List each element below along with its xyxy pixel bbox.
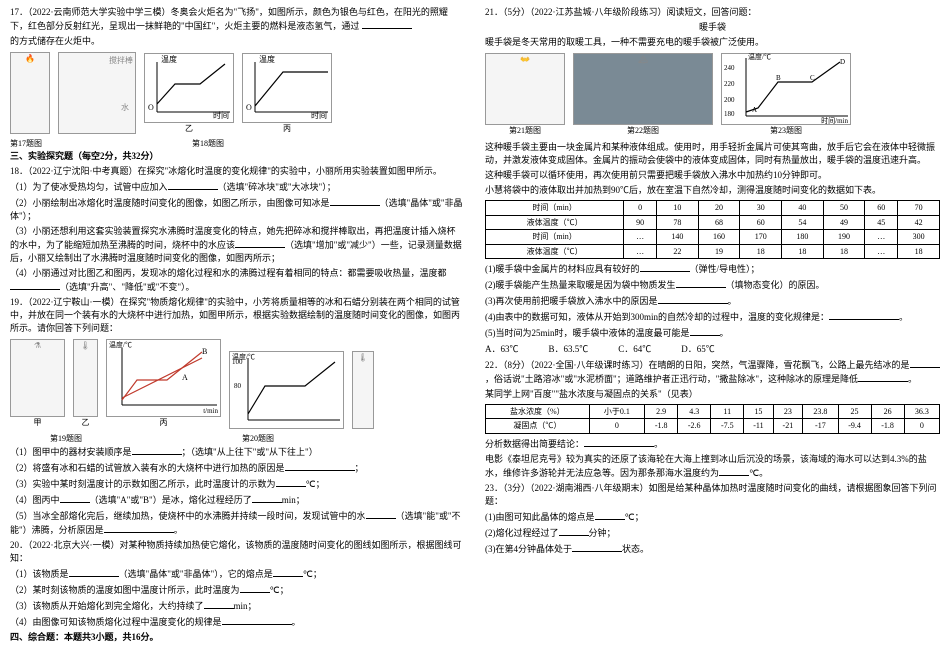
q18-2: （2）小丽绘制出冰熔化时温度随时间变化的图像，如图乙所示，由图像可知冰是（选填"…: [10, 196, 464, 223]
graph-bing-19: 温度/℃ t/min BA: [106, 339, 221, 417]
svg-text:220: 220: [724, 80, 735, 88]
section-4-title: 四、综合题：本题共3小题，共16分。: [10, 631, 464, 644]
q21-p3: 这种暖手袋可以循环使用，再次使用前只需要把暖手袋放入沸水中加热约10分钟即可。: [485, 169, 940, 182]
svg-text:180: 180: [724, 110, 735, 118]
q19: 19．（2022·辽宁鞍山·一模）在探究"物质熔化规律"的实验中，小芳将质量相等…: [10, 296, 464, 335]
q21-s1: (1)暖手袋中金属片的材料应具有较好的（弹性/导电性）；: [485, 262, 940, 276]
svg-text:B: B: [202, 347, 207, 356]
table-2: 盐水浓度（%）小于0.12.94.311152323.8252636.3凝固点（…: [485, 404, 940, 434]
thermometer-20: 🌡: [352, 351, 374, 429]
fig-row-21-23: 👐第21题图 🏔第22题图 ABCD 180200220240 温度/℃ 时间/…: [485, 53, 940, 137]
q23-s3: (3)在第4分钟晶体处于状态。: [485, 542, 940, 556]
q22-s1: 分析数据得出简要结论：。: [485, 437, 940, 451]
q19-1: （1）图甲中的器材安装顺序是；（选填"从上往下"或"从下往上"）: [10, 445, 464, 459]
q19-2: （2）将盛有冰和石蜡的试管放入装有水的大烧杯中进行加热的原因是；: [10, 461, 464, 475]
q17-cont: 的方式储存在火炬中。: [10, 35, 464, 48]
fig-row-1920: ⚗ 甲 🌡 乙 温度/℃ t/min BA 丙 温度/℃ 80100 🌡: [10, 339, 464, 429]
q18-3: （3）小丽还想利用这套实验装置探究水沸腾时温度变化的特点，她先把碎冰和搅拌棒取出…: [10, 225, 464, 265]
svg-text:100: 100: [232, 358, 243, 366]
graph-20: 温度/℃ 80100: [229, 351, 344, 429]
warmer-photo-21: 👐: [485, 53, 565, 125]
q21-p4: 小慧将袋中的液体取出并加热到90℃后，放在室温下自然冷却，测得温度随时间变化的数…: [485, 184, 940, 197]
q17: 17．（2022·云南师范大学实验中学三模）冬奥会火炬名为"飞扬"，如图所示，颜…: [10, 6, 464, 33]
photo-22: 🏔: [573, 53, 713, 125]
q22-p2: 某同学上网"百度""盐水浓度与凝固点的关系"（见表）: [485, 388, 940, 401]
q21-p1: 暖手袋是冬天常用的取暖工具，一种不需要充电的暖手袋被广泛使用。: [485, 36, 940, 49]
q18: 18．（2022·辽宁沈阳·中考真题）在探究"冰熔化时温度的变化规律"的实验中，…: [10, 165, 464, 178]
svg-text:80: 80: [234, 382, 242, 390]
q21-s5: (5)当时间为25min时，暖手袋中液体的温度最可能是。: [485, 326, 940, 340]
svg-text:240: 240: [724, 64, 735, 72]
q21-s3: (3)再次使用前把暖手袋放入沸水中的原因是。: [485, 294, 940, 308]
q20-3: （3）该物质从开始熔化到完全熔化，大约持续了min；: [10, 599, 464, 613]
svg-text:A: A: [752, 106, 757, 114]
q21: 21．（5分）（2022·江苏盐城·八年级阶段练习）阅读短文，回答问题：: [485, 6, 940, 19]
thermometer-yi: 🌡: [73, 339, 98, 417]
q22: 22．（8分）（2022·全国·八年级课时练习）在晴朗的日阳，突然，气温骤降，雪…: [485, 358, 940, 386]
q19-5: （5）当冰全部熔化完后，继续加热，使烧杯中的水沸腾并持续一段时间，发现试管中的水…: [10, 509, 464, 537]
q21-s2: (2)暖手袋能产生热量来取暖是因为袋中物质发生（填物态变化）的原因。: [485, 278, 940, 292]
svg-text:A: A: [182, 373, 188, 382]
left-column: 17．（2022·云南师范大学实验中学三模）冬奥会火炬名为"飞扬"，如图所示，颜…: [0, 0, 475, 672]
q19-4: （4）图丙中（选填"A"或"B"）是冰，熔化过程经历了min；: [10, 493, 464, 507]
apparatus-jia: ⚗: [10, 339, 65, 417]
svg-text:B: B: [776, 74, 781, 82]
q21-s4: (4)由表中的数据可知，液体从开始到300min的自然冷却的过程中，温度的变化规…: [485, 310, 940, 324]
q23-s2: (2)熔化过程经过了分钟；: [485, 526, 940, 540]
torch-image: 🔥: [10, 52, 50, 134]
q20-4: （4）由图像可知该物质熔化过程中温度变化的规律是。: [10, 615, 464, 629]
q20-2: （2）某时刻该物质的温度如图中温度计所示，此时温度为℃；: [10, 583, 464, 597]
svg-text:200: 200: [724, 96, 735, 104]
q23-s1: (1)由图可知此晶体的熔点是℃；: [485, 510, 940, 524]
q20: 20．（2022·北京大兴·一模）对某种物质持续加热使它熔化，该物质的温度随时间…: [10, 539, 464, 565]
q18-1: （1）为了使冰受热均匀，试管中应加入（选填"碎冰块"或"大冰块"）；: [10, 180, 464, 194]
svg-text:D: D: [840, 58, 845, 66]
q21-opts: A．63℃B．63.5℃C．64℃D．65℃: [485, 343, 940, 356]
section-3-title: 三、实验探究题（每空2分，共32分）: [10, 150, 464, 163]
apparatus-diagram: 搅拌棒 水: [58, 52, 136, 134]
q21-title: 暖手袋: [485, 21, 940, 34]
q20-1: （1）该物质是（选填"晶体"或"非晶体"），它的熔点是℃；: [10, 567, 464, 581]
svg-text:C: C: [810, 74, 815, 82]
graph-yi: 温度 时间 O: [144, 53, 234, 123]
right-column: 21．（5分）（2022·江苏盐城·八年级阶段练习）阅读短文，回答问题： 暖手袋…: [475, 0, 950, 672]
q21-p2: 这种暖手袋主要由一块金属片和某种液体组成。使用时，用手轻折金属片可使其弯曲，放手…: [485, 141, 940, 167]
table-1: 时间（min）010203040506070液体温度（℃）90786860544…: [485, 200, 940, 259]
q18-4: （4）小丽通过对比图乙和图丙，发现冰的熔化过程和水的沸腾过程有着相同的特点：都需…: [10, 267, 464, 294]
q19-3: （3）实验中某时刻温度计的示数如图乙所示，此时温度计的示数为℃；: [10, 477, 464, 491]
q22-p3: 电影《泰坦尼克号》较为真实的还原了该海轮在大海上撞到冰山后沉没的场景，该海域的海…: [485, 453, 940, 480]
q23: 23．（3分）（2022·湖南湘西·八年级期末）如图是给某种晶体加热时温度随时间…: [485, 482, 940, 508]
chart-23: ABCD 180200220240 温度/℃ 时间/min: [721, 53, 851, 125]
graph-bing: 温度 时间 O: [242, 53, 332, 123]
fig-row-1718: 🔥 搅拌棒 水 温度 时间 O 乙 温度 时间 O 丙: [10, 52, 464, 134]
